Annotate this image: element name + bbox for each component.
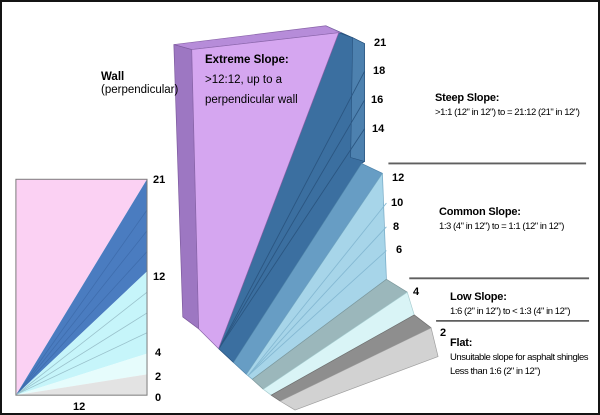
common-slope-desc: 1:3 (4" in 12") to = 1:1 (12" in 12"): [439, 220, 564, 232]
wall-front-face: [191, 32, 340, 349]
steep-slope-title: Steep Slope:: [435, 92, 500, 104]
extreme-slope-line1: >12:12, up to a: [205, 74, 283, 86]
steep-pitch-fan-lines: [219, 71, 365, 348]
flat-slope-desc2: Less than 1:6 (2" in 12"): [450, 366, 541, 377]
run-12-label: 12: [73, 401, 86, 413]
scale-12-label: 12: [153, 271, 166, 283]
low-slope-desc: 1:6 (2" in 12") to < 1:3 (4" in 12"): [450, 305, 571, 317]
flat-slope-desc1: Unsuitable slope for asphalt shingles: [450, 351, 589, 363]
low-slope-title: Low Slope:: [450, 291, 507, 303]
3d-slope-model: [173, 25, 439, 411]
steep-wedge-side-face: [350, 37, 365, 162]
wall-label-title: Wall: [101, 71, 125, 83]
common-region-2d: [15, 271, 148, 396]
pitch-6-label: 6: [396, 244, 403, 256]
extreme-slope-label: Extreme Slope: >12:12, up to a perpendic…: [205, 50, 298, 110]
scale-2-label: 2: [155, 371, 162, 383]
low-region-2d: [15, 353, 148, 396]
steep-slope-desc: >1:1 (12" in 12") to = 21:12 (21" in 12"…: [435, 106, 580, 118]
legend-outline: [15, 178, 148, 396]
pitch-4-label: 4: [413, 286, 420, 298]
pitch-10-label: 10: [391, 197, 404, 209]
pitch-14-label: 14: [372, 123, 385, 135]
common-pitch-fan-lines: [247, 202, 387, 376]
scale-4-label: 4: [155, 347, 162, 359]
extreme-slope-title: Extreme Slope:: [205, 54, 289, 66]
wall-label-sub: (perpendicular): [101, 84, 179, 96]
common-slope-title: Common Slope:: [439, 206, 521, 218]
category-separators: [388, 162, 590, 322]
scale-21-label: 21: [153, 174, 166, 186]
scale-0-label: 0: [155, 392, 162, 404]
flat-slope-label: Flat: Unsuitable slope for asphalt shing…: [450, 336, 589, 380]
wall-label: Wall (perpendicular): [101, 71, 178, 97]
extreme-slope-line2: perpendicular wall: [205, 94, 298, 106]
pitch-21-label: 21: [374, 37, 387, 49]
pitch-8-label: 8: [393, 221, 400, 233]
pitch-18-label: 18: [373, 65, 386, 77]
flat-slope-title: Flat:: [450, 337, 473, 349]
2d-slope-legend: [15, 178, 148, 396]
common-fan-lines-2d: [16, 291, 148, 395]
low-slope-label: Low Slope: 1:6 (2" in 12") to < 1:3 (4" …: [450, 290, 571, 319]
steep-slope-label: Steep Slope: >1:1 (12" in 12") to = 21:1…: [435, 91, 580, 120]
common-slope-label: Common Slope: 1:3 (4" in 12") to = 1:1 (…: [439, 205, 564, 234]
pitch-12-label: 12: [392, 172, 405, 184]
steep-region-2d: [15, 179, 148, 396]
flat-wedge-face: [279, 327, 439, 411]
steep-fan-lines-2d: [16, 209, 148, 395]
flat-region-2d: [15, 374, 148, 396]
pitch-2-label: 2: [440, 327, 447, 339]
pitch-16-label: 16: [371, 94, 384, 106]
